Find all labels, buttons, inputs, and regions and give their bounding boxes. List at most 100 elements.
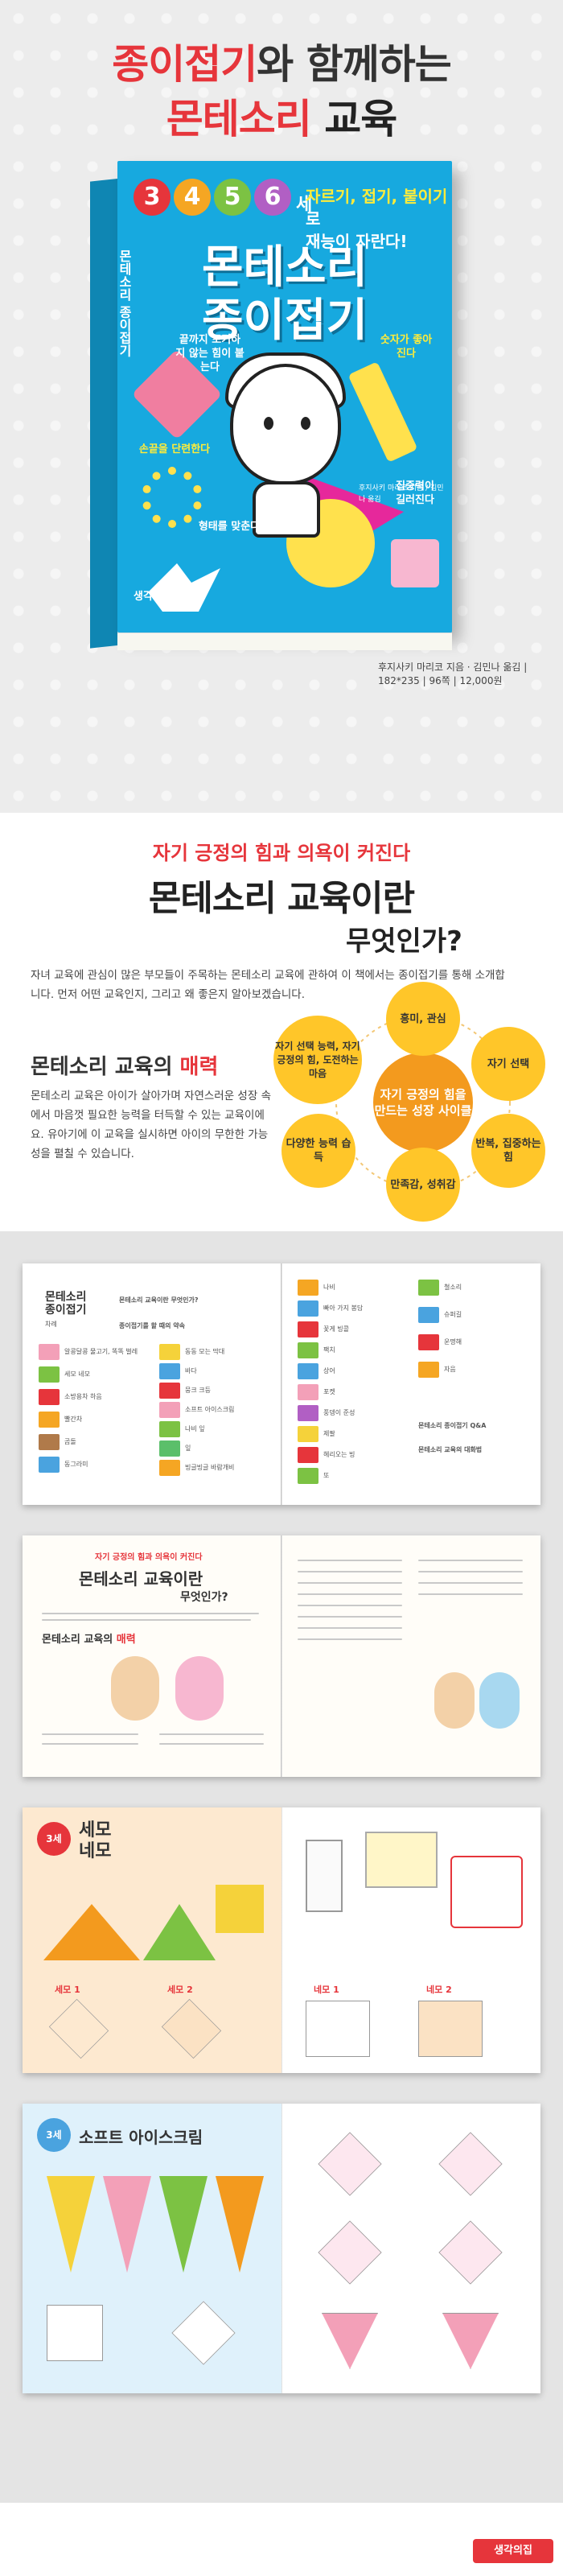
toc-item-label: 상어 — [323, 1367, 335, 1375]
spread-toc-right: 나비 빠아 가지 봉담 꽃게 빙콜 팩치 상어 포켓 풍뎅이 준성 제팔 헤리오… — [282, 1263, 540, 1505]
toc-heading: 몬테소리 교육이란 무엇인가? — [119, 1296, 199, 1304]
bus-illustration-icon — [450, 1856, 523, 1928]
age-badge: 6 — [254, 179, 291, 216]
text-line — [42, 1743, 138, 1745]
fold-diagram-icon — [161, 1998, 222, 2059]
toc-item-label: 운명해 — [444, 1338, 462, 1346]
cycle-node: 자기 선택 능력, 자기 긍정의 힘, 도전하는 마음 — [273, 1016, 362, 1104]
toc-item-label: 슈퍼길 — [444, 1311, 462, 1318]
spread2-title-line2: 무엇인가? — [180, 1591, 228, 1604]
toc-thumb — [298, 1280, 318, 1296]
spread2-charm-prefix: 몬테소리 교육의 — [42, 1634, 117, 1646]
spread-fold — [281, 1263, 282, 1505]
spread-fold — [281, 2104, 282, 2393]
hero-title-highlight: 종이접기 — [112, 41, 257, 88]
ice-cream-cone-icon — [47, 2176, 95, 2273]
cover-tagline-highlight: 자르기, 접기, 붙이기 — [306, 187, 448, 206]
cover-spine-text: 몬테소리 종이접기 — [117, 249, 132, 357]
spread-fold — [281, 1807, 282, 2073]
spread4-left: 3세 소프트 아이스크림 — [23, 2104, 282, 2393]
charm-heading-prefix: 몬테소리 교육의 — [31, 1055, 180, 1079]
cover-note: 끝까지 포기하지 않는 힘이 붙는다 — [175, 334, 245, 373]
spread-toc: 몬테소리 종이접기 차례 몬테소리 교육이란 무엇인가? 종이접기를 할 때의 … — [23, 1263, 540, 1505]
toc-item-label: 세모 네모 — [64, 1370, 90, 1378]
hero-title-line2: 몬테소리 교육 — [0, 87, 563, 145]
toc-item-label: 나비 — [323, 1284, 335, 1291]
cover-note: 집중력이 길러진다 — [396, 480, 434, 506]
toc-thumb — [298, 1468, 318, 1484]
yellow-square-origami-icon — [216, 1885, 264, 1933]
toc-thumb — [298, 1384, 318, 1400]
text-line — [159, 1733, 264, 1735]
text-line — [298, 1605, 402, 1606]
child-illustration-icon — [175, 1656, 224, 1721]
spread3-title-line1: 세모 — [79, 1820, 112, 1840]
toc-thumb — [298, 1447, 318, 1463]
green-triangle-origami-icon — [143, 1904, 216, 1960]
sample-pages-section: 몬테소리 종이접기 차례 몬테소리 교육이란 무엇인가? 종이접기를 할 때의 … — [0, 1231, 563, 2503]
toc-dialogue-title: 몬테소리 교육의 대화법 — [418, 1446, 483, 1453]
spread4-right — [282, 2104, 540, 2393]
age-level-badge: 3세 — [37, 1822, 71, 1856]
toc-title-line2: 종이접기 — [45, 1304, 87, 1317]
text-line — [42, 1613, 259, 1614]
text-line — [159, 1743, 264, 1745]
toc-item-label: 헤리오는 빙 — [323, 1451, 355, 1458]
fold-diagram-icon — [442, 2313, 499, 2369]
text-line — [298, 1638, 402, 1640]
toc-item-label: 소방용차 하음 — [64, 1393, 102, 1400]
charm-heading: 몬테소리 교육의 매력 — [31, 1050, 218, 1080]
pencil-icon — [347, 361, 418, 463]
age-badge: 5 — [214, 179, 251, 216]
cycle-center: 자기 긍정의 힘을 만드는 성장 사이클 — [373, 1053, 473, 1152]
spread3-left: 3세 세모 네모 세모 1 세모 2 — [23, 1807, 282, 2073]
toc-item-label: 제팔 — [323, 1430, 335, 1437]
ice-cream-cone-icon — [159, 2176, 208, 2273]
cover-note: 형태를 맞춘다 — [198, 521, 261, 533]
toc-title-line1: 몬테소리 — [45, 1291, 87, 1304]
toc-item-label: 팩치 — [323, 1346, 335, 1354]
toc-item-label: 소프트 아이스크림 — [185, 1406, 235, 1413]
age-badge: 3 — [134, 179, 171, 216]
fold-diagram-icon — [318, 2220, 382, 2285]
toc-item-label: 동동 모는 막대 — [185, 1348, 225, 1355]
toc-book-title: 몬테소리 종이접기 — [45, 1291, 87, 1317]
toc-thumb — [298, 1363, 318, 1379]
character-face-icon — [230, 364, 341, 484]
spread-toc-left: 몬테소리 종이접기 차례 몬테소리 교육이란 무엇인가? 종이접기를 할 때의 … — [23, 1263, 282, 1505]
spread2-sub: 자기 긍정의 힘과 의욕이 커진다 — [95, 1553, 203, 1562]
age-badges: 3 4 5 6 세 — [134, 179, 312, 216]
intro-heading-line1: 몬테소리 교육이란 — [148, 878, 415, 919]
fold-diagram-icon — [318, 2132, 382, 2196]
spread4-title: 소프트 아이스크림 — [79, 2128, 203, 2147]
publisher-logo: 생각의집 — [473, 2539, 553, 2563]
cycle-node: 다양한 능력 습득 — [282, 1114, 355, 1188]
hero-title-rest: 와 함께하는 — [257, 41, 451, 88]
toc-item-label: 포켓 — [323, 1388, 335, 1395]
toc-sub: 차례 — [45, 1321, 57, 1328]
cycle-node: 만족감, 성취감 — [386, 1148, 460, 1222]
toc-thumb — [418, 1280, 439, 1296]
step-label: 세모 1 — [55, 1985, 80, 1995]
fold-diagram-icon — [438, 2132, 503, 2196]
toc-thumb — [159, 1363, 180, 1379]
ice-cream-cone-icon — [216, 2176, 264, 2273]
toc-thumb — [159, 1402, 180, 1418]
toc-item-label: 잎 — [185, 1445, 191, 1452]
toc-item-label: 꽃게 빙콜 — [323, 1325, 349, 1333]
child-illustration-icon — [479, 1672, 520, 1729]
toc-thumb — [39, 1389, 60, 1405]
toc-thumb — [298, 1300, 318, 1317]
toc-thumb — [159, 1460, 180, 1476]
intro-sub-heading: 자기 긍정의 힘과 의욕이 커진다 — [152, 842, 411, 864]
child-illustration-icon — [111, 1656, 159, 1721]
spread-intro: 자기 긍정의 힘과 의욕이 커진다 몬테소리 교육이란 무엇인가? 몬테소리 교… — [23, 1535, 540, 1777]
age-unit: 세 — [296, 195, 313, 215]
text-line — [298, 1627, 402, 1629]
spread3-right: 네모 1 네모 2 — [282, 1807, 540, 2073]
cycle-node: 흥미, 관심 — [386, 982, 460, 1056]
toc-item-label: 빠아 가지 봉담 — [323, 1304, 364, 1312]
age-level-badge: 3세 — [37, 2118, 71, 2152]
child-illustration-icon — [434, 1672, 475, 1729]
pink-cube-icon — [391, 539, 439, 587]
